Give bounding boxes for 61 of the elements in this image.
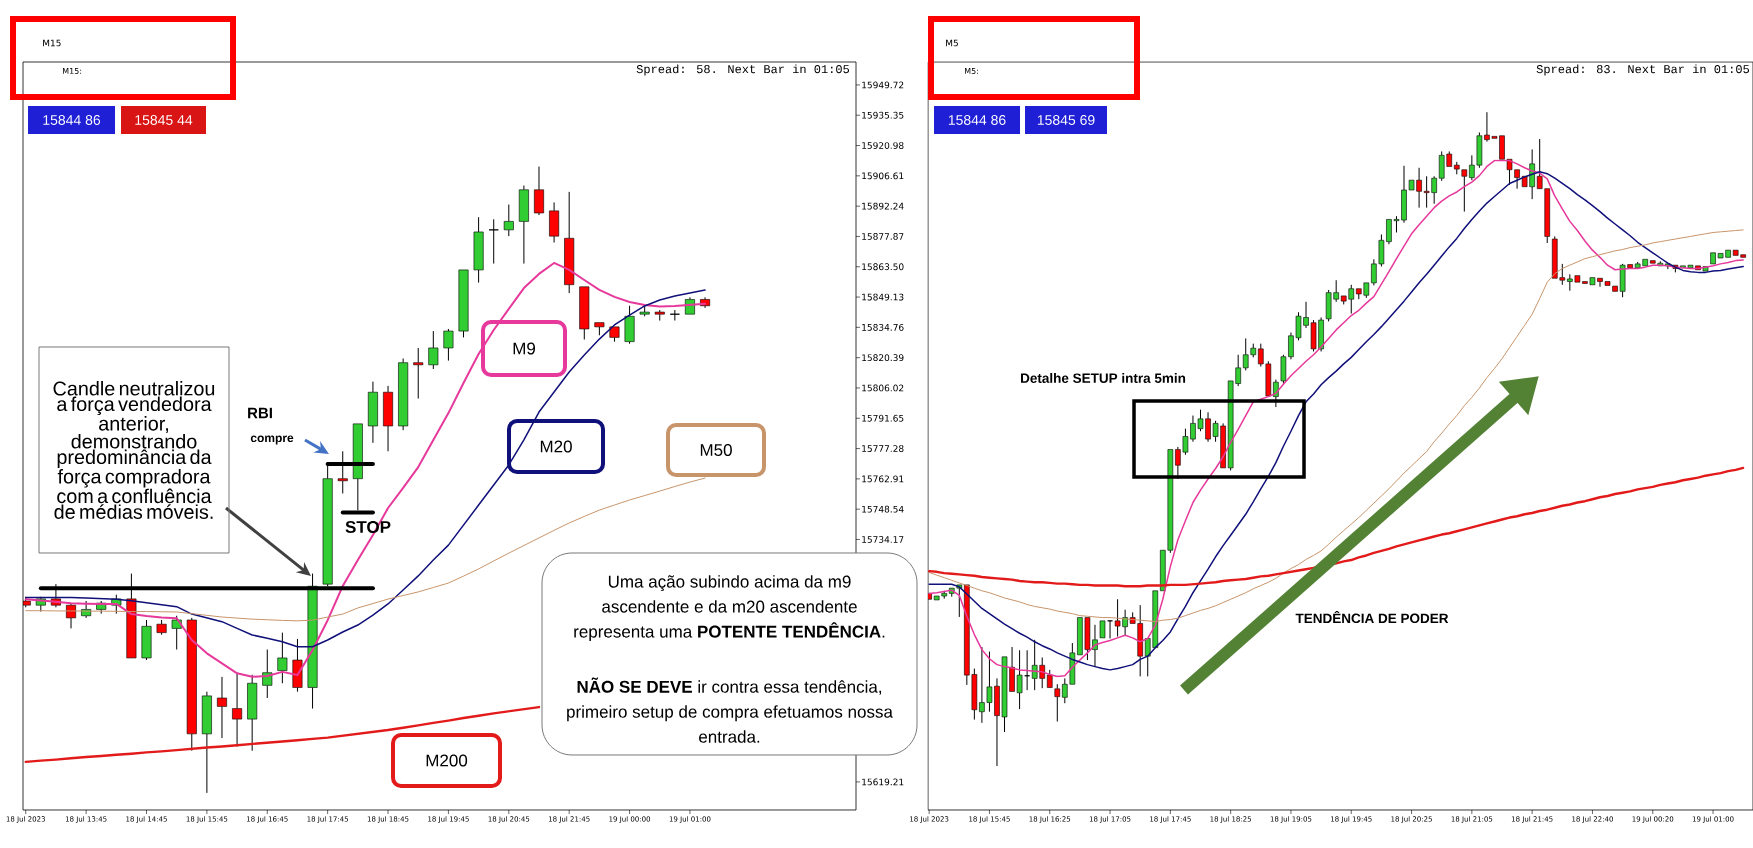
candlestick bbox=[413, 347, 424, 400]
y-tick-label: 15777.28 bbox=[862, 445, 904, 452]
y-tick-label: 15892.24 bbox=[862, 202, 904, 210]
y-tick-label: 15920.98 bbox=[862, 142, 904, 149]
chart-subtitle: M5: bbox=[965, 68, 978, 74]
series-label: M50 bbox=[700, 443, 732, 457]
candlestick bbox=[277, 632, 288, 684]
annotation: Candle neutralizou a força vendedora anterior, demonstrando predominância da força compradora com a confluência de médias móveis. bbox=[53, 381, 215, 519]
series-label: M20 bbox=[540, 440, 572, 453]
candlestick bbox=[232, 672, 243, 748]
candlestick bbox=[503, 204, 514, 237]
annotation: 15845 69 bbox=[1037, 115, 1095, 125]
candlestick bbox=[473, 216, 484, 284]
y-tick-label: 15762.91 bbox=[862, 475, 904, 483]
candlestick bbox=[609, 326, 620, 343]
y-tick-label: 15619.21 bbox=[862, 778, 904, 786]
annotation: TENDÊNCIA DE PODER bbox=[1295, 610, 1449, 624]
y-tick-label: 15820.39 bbox=[862, 354, 904, 362]
y-tick-label: 15906.61 bbox=[862, 172, 904, 180]
annotation: RBI bbox=[248, 407, 272, 419]
chart-title: M15 bbox=[43, 39, 61, 47]
y-tick-label: 15949.72 bbox=[862, 81, 904, 89]
y-tick-label: 15791.65 bbox=[862, 414, 904, 422]
chart-title: M5 bbox=[946, 39, 958, 47]
y-tick-label: 15877.87 bbox=[862, 233, 904, 240]
annotation: 15844 86 bbox=[948, 115, 1006, 125]
y-tick-label: 15834.76 bbox=[862, 323, 904, 331]
series-label: M200 bbox=[426, 754, 468, 767]
candlestick bbox=[428, 330, 439, 370]
candlestick bbox=[156, 619, 167, 636]
annotation: 15845 44 bbox=[135, 115, 193, 125]
candlestick bbox=[247, 674, 258, 752]
annotation: Detalhe SETUP intra 5min bbox=[1021, 373, 1186, 383]
annotation: Spread: 58. Next Bar in 01:05 bbox=[636, 64, 850, 76]
annotation: 15844 86 bbox=[43, 115, 101, 125]
y-tick-label: 15748.54 bbox=[862, 505, 904, 513]
candlestick bbox=[534, 166, 544, 216]
candlestick bbox=[549, 201, 560, 243]
annotation: Uma ação subindo acima da m9 ascendente e da m20 ascendente representa uma POTENTE TENDÊNCIA. bbox=[574, 575, 885, 642]
candlestick bbox=[292, 638, 303, 693]
candlestick bbox=[383, 385, 394, 452]
candlestick bbox=[1099, 620, 1106, 639]
annotation: compre bbox=[250, 435, 294, 445]
candlestick bbox=[398, 357, 409, 431]
annotation: NÃO SE DEVE ir contra essa tendência, primeiro setup de compra efetuamos nossa entrada. bbox=[567, 677, 893, 743]
y-tick-label: 15935.35 bbox=[862, 111, 904, 119]
candlestick bbox=[579, 286, 590, 341]
candlestick bbox=[367, 381, 378, 444]
y-tick-label: 15849.13 bbox=[862, 293, 904, 301]
candlestick bbox=[186, 617, 197, 752]
y-tick-label: 15734.17 bbox=[862, 536, 904, 543]
candlestick bbox=[201, 691, 212, 794]
candlestick bbox=[217, 676, 227, 739]
text: M15: bbox=[63, 68, 82, 74]
y-tick-label: 15806.02 bbox=[862, 384, 904, 392]
candlestick bbox=[564, 191, 575, 294]
candlestick bbox=[518, 185, 529, 265]
text: Spread: 83. Next Bar in 01:05 bbox=[1536, 64, 1750, 76]
series-label: M9 bbox=[513, 342, 536, 355]
candlestick bbox=[1054, 683, 1061, 723]
y-tick-label: 15863.50 bbox=[862, 263, 904, 271]
